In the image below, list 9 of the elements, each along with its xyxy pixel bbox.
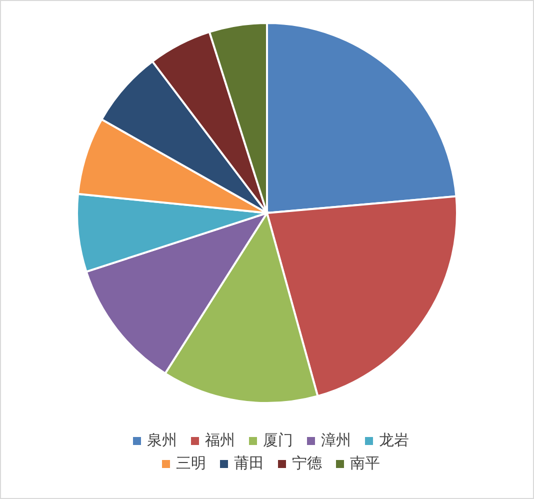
legend-label: 莆田 [234,454,264,473]
legend-label: 龙岩 [379,431,409,450]
legend-label: 厦门 [263,431,293,450]
legend-label: 漳州 [321,431,351,450]
legend-label: 泉州 [147,431,177,450]
legend-label: 三明 [176,454,206,473]
legend-label: 福州 [205,431,235,450]
legend-label: 南平 [350,454,380,473]
legend-label: 宁德 [292,454,322,473]
